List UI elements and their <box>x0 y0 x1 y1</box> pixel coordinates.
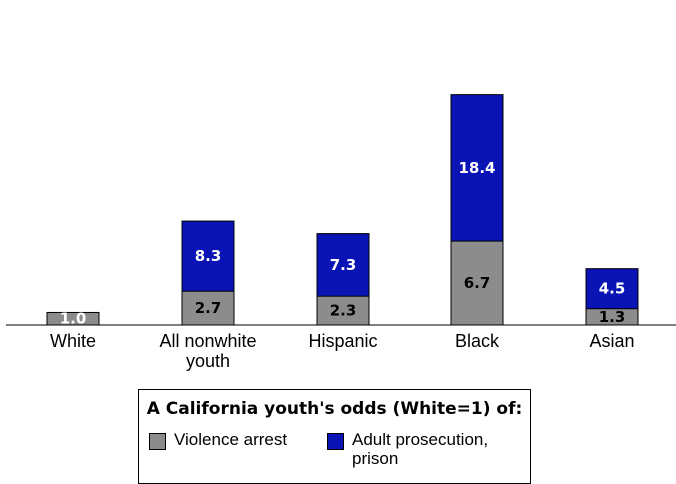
category-label-hispanic: Hispanic <box>308 331 377 351</box>
category-label-black: Black <box>455 331 500 351</box>
bar-violence-arrest-black <box>450 240 504 326</box>
value-label-adult-prosecution-all-nonwhite-youth: 8.3 <box>195 247 222 265</box>
bars-layer <box>46 94 639 326</box>
value-label-adult-prosecution-hispanic: 7.3 <box>330 256 357 274</box>
category-label-white: White <box>50 331 96 351</box>
category-labels: White All nonwhite youth Hispanic Black Asian <box>50 331 635 371</box>
legend-item-violence-arrest: Violence arrest <box>149 430 287 450</box>
legend-label-line: Violence arrest <box>174 430 288 449</box>
value-label-violence-arrest-all-nonwhite-youth: 2.7 <box>195 299 222 317</box>
legend-swatch-adult-prosecution <box>327 433 344 450</box>
legend-label-violence-arrest: Violence arrest <box>174 430 287 449</box>
legend: A California youth's odds (White=1) of: … <box>138 389 531 484</box>
value-label-violence-arrest-hispanic: 2.3 <box>330 302 357 320</box>
value-labels: 1.0 2.7 8.3 2.3 7.3 6.7 18.4 1.3 4.5 <box>60 159 626 328</box>
legend-swatch-violence-arrest <box>149 433 166 450</box>
category-label-asian: Asian <box>589 331 634 351</box>
legend-item-adult-prosecution: Adult prosecution, prison <box>327 430 488 468</box>
legend-label-line: Adult prosecution, <box>352 430 489 449</box>
value-label-adult-prosecution-black: 18.4 <box>458 159 495 177</box>
legend-label-adult-prosecution: Adult prosecution, prison <box>352 430 488 468</box>
legend-label-line: prison <box>352 449 399 468</box>
category-label-all-nonwhite-youth: All nonwhite youth <box>159 331 256 371</box>
bar-violence-arrest-all-nonwhite-youth <box>181 290 235 326</box>
value-label-violence-arrest-black: 6.7 <box>464 274 491 292</box>
value-label-violence-arrest-asian: 1.3 <box>599 308 626 326</box>
value-label-adult-prosecution-asian: 4.5 <box>599 280 626 298</box>
legend-title: A California youth's odds (White=1) of: <box>146 399 523 419</box>
value-label-adult-prosecution-white: 1.0 <box>60 310 87 328</box>
